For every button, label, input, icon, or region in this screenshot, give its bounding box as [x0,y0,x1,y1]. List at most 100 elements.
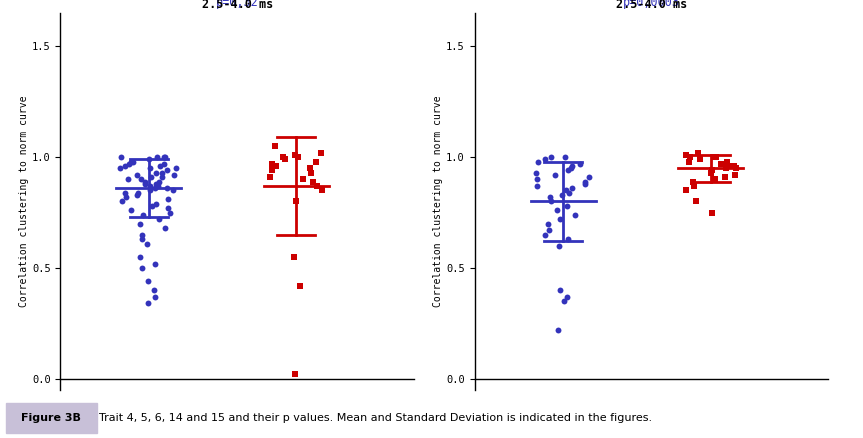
Point [529,169,543,176]
Point [124,158,138,165]
Point [149,200,163,207]
Point [560,293,574,300]
Point [314,149,328,156]
Point [126,158,140,165]
Point [727,162,740,170]
Point [135,265,148,272]
Point [149,180,163,187]
Point [141,278,154,285]
Point [690,198,703,205]
Point [151,183,165,190]
Point [552,242,566,249]
Point [148,286,161,293]
Point [135,231,148,238]
Point [311,183,324,190]
Point [168,165,182,172]
Point [304,169,318,176]
Point [715,160,728,167]
Point [287,253,300,260]
Title: Trait 5 Female
Correlation to norm curve in ABR-region
2.5-4.0 ms: Trait 5 Female Correlation to norm curve… [98,0,376,11]
Point [293,282,306,289]
Point [142,300,155,307]
Point [557,298,570,305]
Point [578,180,592,187]
Point [289,198,303,205]
Point [531,158,545,165]
Point [551,326,565,333]
Y-axis label: Correlation clustering to norm curve: Correlation clustering to norm curve [433,96,444,307]
Point [121,176,135,183]
Point [686,178,700,185]
Point [117,162,131,170]
Point [559,187,573,194]
Point [545,198,558,205]
Point [148,293,161,300]
Point [721,162,735,170]
Point [157,160,171,167]
Point [152,178,166,185]
Point [161,205,174,212]
Point [708,154,721,161]
Point [148,185,161,192]
Point [565,162,579,170]
Point [679,187,693,194]
Point [268,143,281,150]
Point [562,189,576,196]
Point [134,253,148,260]
Point [306,178,320,185]
Point [291,154,305,161]
Point [555,191,569,198]
Point [148,260,162,267]
Point [142,165,156,172]
Point [709,176,722,183]
Point [142,183,156,190]
Point [561,236,575,243]
Point [150,154,164,161]
Point [153,215,167,223]
Point [124,207,138,214]
Point [538,156,551,163]
Point [577,178,591,185]
Point [263,173,277,180]
Point [544,194,557,201]
Point [148,169,162,176]
Point [682,158,696,165]
Point [720,158,734,165]
Point [568,211,582,218]
Point [163,209,177,216]
Point [166,187,180,194]
Point [116,198,129,205]
Point [706,167,720,174]
Point [683,154,697,161]
Point [266,167,280,174]
FancyBboxPatch shape [6,403,97,434]
Point [288,152,302,159]
Point [140,240,154,247]
Point [728,171,741,178]
Title: Trait 5 Male
Correlation to norm curve in ABR-region
2.5-4.0 ms: Trait 5 Male Correlation to norm curve i… [513,0,791,11]
Y-axis label: Correlation clustering to norm curve: Correlation clustering to norm curve [19,96,29,307]
Point [161,196,175,203]
Point [548,171,562,178]
Point [135,211,149,218]
Point [315,187,329,194]
Text: Trait 4, 5, 6, 14 and 15 and their p values. Mean and Standard Deviation is indi: Trait 4, 5, 6, 14 and 15 and their p val… [99,413,652,423]
Point [161,167,174,174]
Point [160,185,173,192]
Point [691,149,705,156]
Point [114,154,128,161]
Point [687,183,701,190]
Point [541,220,555,227]
Point [144,173,158,180]
Point [167,171,180,178]
Point [718,173,732,180]
Point [704,169,718,176]
Point [720,165,734,172]
Point [155,169,169,176]
Point [134,220,148,227]
Point [268,162,282,170]
Point [550,207,564,214]
Point [118,189,132,196]
Point [119,194,133,201]
Point [138,180,152,187]
